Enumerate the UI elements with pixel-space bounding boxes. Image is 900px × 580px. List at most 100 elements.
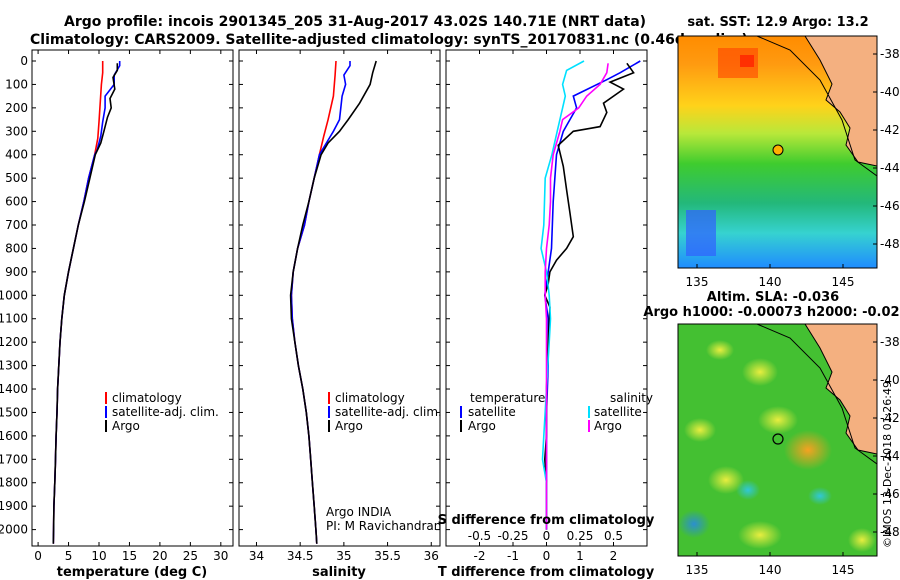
series-line-temperature-argo bbox=[543, 62, 635, 530]
depth-tick-label: 800 bbox=[5, 241, 28, 255]
sla-blob bbox=[684, 418, 716, 442]
map-lat-label: -38 bbox=[880, 47, 900, 61]
pi-annotation: PI: M Ravichandran bbox=[326, 519, 441, 533]
sst-hot-patch bbox=[740, 55, 754, 67]
map-lat-label: -44 bbox=[880, 161, 900, 175]
depth-tick-label: 1200 bbox=[0, 335, 28, 349]
series-line-climatology bbox=[52, 61, 104, 544]
map-lat-label: -40 bbox=[880, 85, 900, 99]
temperature-legend: climatology satellite-adj. clim. Argo bbox=[105, 391, 219, 433]
difference-xlabel: T difference from climatology bbox=[438, 565, 655, 580]
x-tick-label: -2 bbox=[474, 549, 486, 563]
series-line-salinity-argo bbox=[544, 63, 609, 530]
x-tick-label: 34.5 bbox=[287, 549, 314, 563]
map-lat-label: -42 bbox=[880, 123, 900, 137]
salinity-plot: 34 34.5 35 35.5 36 bbox=[249, 50, 439, 563]
sst-map: sat. SST: 12.9 Argo: 13.2 -38 -40 -42 -44 -4… bbox=[677, 15, 900, 289]
depth-tick-label: 400 bbox=[5, 148, 28, 162]
depth-tick-label: 500 bbox=[5, 171, 28, 185]
sst-argo-marker bbox=[772, 144, 784, 156]
header-line-1: Argo profile: incois 2901345_205 31-Aug-… bbox=[64, 14, 646, 30]
legend-label-s-argo: Argo bbox=[594, 419, 622, 433]
sla-blob bbox=[706, 340, 734, 360]
sst-cold-patch bbox=[686, 210, 716, 256]
depth-tick-label: 100 bbox=[5, 77, 28, 91]
temperature-plot-frame bbox=[31, 49, 234, 547]
tasmania-land-sst bbox=[804, 36, 877, 167]
legend-title-temperature: temperature bbox=[470, 391, 545, 405]
sla-blob bbox=[738, 521, 782, 549]
legend-title-salinity: salinity bbox=[610, 391, 653, 405]
map-lat-label: -42 bbox=[880, 411, 900, 425]
temperature-xlabel: temperature (deg C) bbox=[57, 565, 207, 580]
temperature-plot: 0 5 10 15 20 25 30 bbox=[34, 50, 228, 563]
sla-blob bbox=[848, 528, 876, 552]
s-difference-tick-label: -0.5 bbox=[468, 529, 491, 543]
difference-legend-temperature: temperature satellite Argo bbox=[460, 391, 545, 433]
map-lon-label: 145 bbox=[832, 563, 855, 577]
map-lon-label: 135 bbox=[686, 563, 709, 577]
x-tick-label: 25 bbox=[183, 549, 198, 563]
argo-india-annotation: Argo INDIA bbox=[326, 505, 392, 519]
map-lon-label: 140 bbox=[759, 275, 782, 289]
legend-label-satellite: satellite-adj. clim. bbox=[335, 405, 442, 419]
depth-tick-label: 200 bbox=[5, 101, 28, 115]
header-line-2: Climatology: CARS2009. Satellite-adjuste… bbox=[30, 32, 748, 48]
sla-shelf-contour bbox=[756, 324, 877, 465]
x-tick-label: 5 bbox=[65, 549, 73, 563]
series-line-climatology bbox=[290, 60, 337, 544]
x-tick-label: 10 bbox=[91, 549, 106, 563]
sla-map-ticks: -38 -40 -42 -44 -46 -48 135 140 145 bbox=[686, 335, 900, 577]
sla-low-blob bbox=[678, 510, 710, 538]
s-difference-tick-label: 0.5 bbox=[604, 529, 623, 543]
imos-watermark: ©IMOS 13-Dec-2018 01:26:49 bbox=[881, 381, 894, 548]
x-tick-label: 15 bbox=[122, 549, 137, 563]
x-tick-label: 35 bbox=[336, 549, 351, 563]
tasmania-land-sla bbox=[804, 324, 877, 455]
sla-map-frame bbox=[677, 323, 878, 557]
depth-tick-label: 0 bbox=[20, 54, 28, 68]
x-tick-label: 2 bbox=[610, 549, 618, 563]
sla-blob bbox=[742, 358, 778, 386]
x-tick-label: 1 bbox=[576, 549, 584, 563]
series-line-argo bbox=[289, 60, 377, 544]
sla-map-title-1: Altim. SLA: -0.036 bbox=[707, 290, 839, 305]
depth-tick-label: 1900 bbox=[0, 499, 28, 513]
x-tick-label: 34 bbox=[249, 549, 264, 563]
x-tick-label: 0 bbox=[543, 549, 551, 563]
depth-tick-label: 2000 bbox=[0, 523, 28, 537]
x-tick-label: 30 bbox=[213, 549, 228, 563]
series-line-satellite-adj-clim bbox=[290, 61, 351, 544]
legend-label-argo: Argo bbox=[112, 419, 140, 433]
depth-tick-label: 1700 bbox=[0, 452, 28, 466]
depth-tick-label: 1600 bbox=[0, 429, 28, 443]
sla-map-title-2: Argo h1000: -0.00073 h2000: -0.029 bbox=[643, 305, 900, 320]
depth-tick-label: 900 bbox=[5, 265, 28, 279]
sla-high-blob bbox=[784, 430, 832, 470]
legend-label-t-satellite: satellite bbox=[468, 405, 516, 419]
s-difference-tick-label: 0 bbox=[543, 529, 551, 543]
map-lat-label: -46 bbox=[880, 487, 900, 501]
x-tick-label: 35.5 bbox=[374, 549, 401, 563]
legend-label-climatology: climatology bbox=[335, 391, 405, 405]
sst-map-ticks: -38 -40 -42 -44 -46 -48 135 140 145 bbox=[686, 47, 900, 289]
legend-label-s-satellite: satellite bbox=[594, 405, 642, 419]
sla-low-blob bbox=[736, 480, 760, 500]
salinity-legend: climatology satellite-adj. clim. Argo bbox=[328, 391, 442, 433]
difference-plot: -2 -1 0 1 2 -0.5 -0.25 0 0.25 0.5 bbox=[468, 50, 641, 563]
map-lat-label: -46 bbox=[880, 199, 900, 213]
depth-tick-label: 1000 bbox=[0, 288, 28, 302]
difference-legend-salinity: salinity satellite Argo bbox=[588, 391, 653, 433]
sla-map: Altim. SLA: -0.036 Argo h1000: -0.00073 … bbox=[643, 290, 900, 577]
salinity-plot-frame bbox=[238, 49, 441, 547]
sst-shelf-contour bbox=[756, 36, 877, 177]
map-lat-label: -48 bbox=[880, 237, 900, 251]
depth-tick-label: 1800 bbox=[0, 476, 28, 490]
s-difference-tick-label: 0.25 bbox=[567, 529, 594, 543]
sst-map-frame bbox=[677, 35, 878, 269]
x-tick-label: 0 bbox=[34, 549, 42, 563]
map-lat-label: -38 bbox=[880, 335, 900, 349]
series-line-argo bbox=[52, 63, 119, 544]
depth-tick-label: 300 bbox=[5, 124, 28, 138]
